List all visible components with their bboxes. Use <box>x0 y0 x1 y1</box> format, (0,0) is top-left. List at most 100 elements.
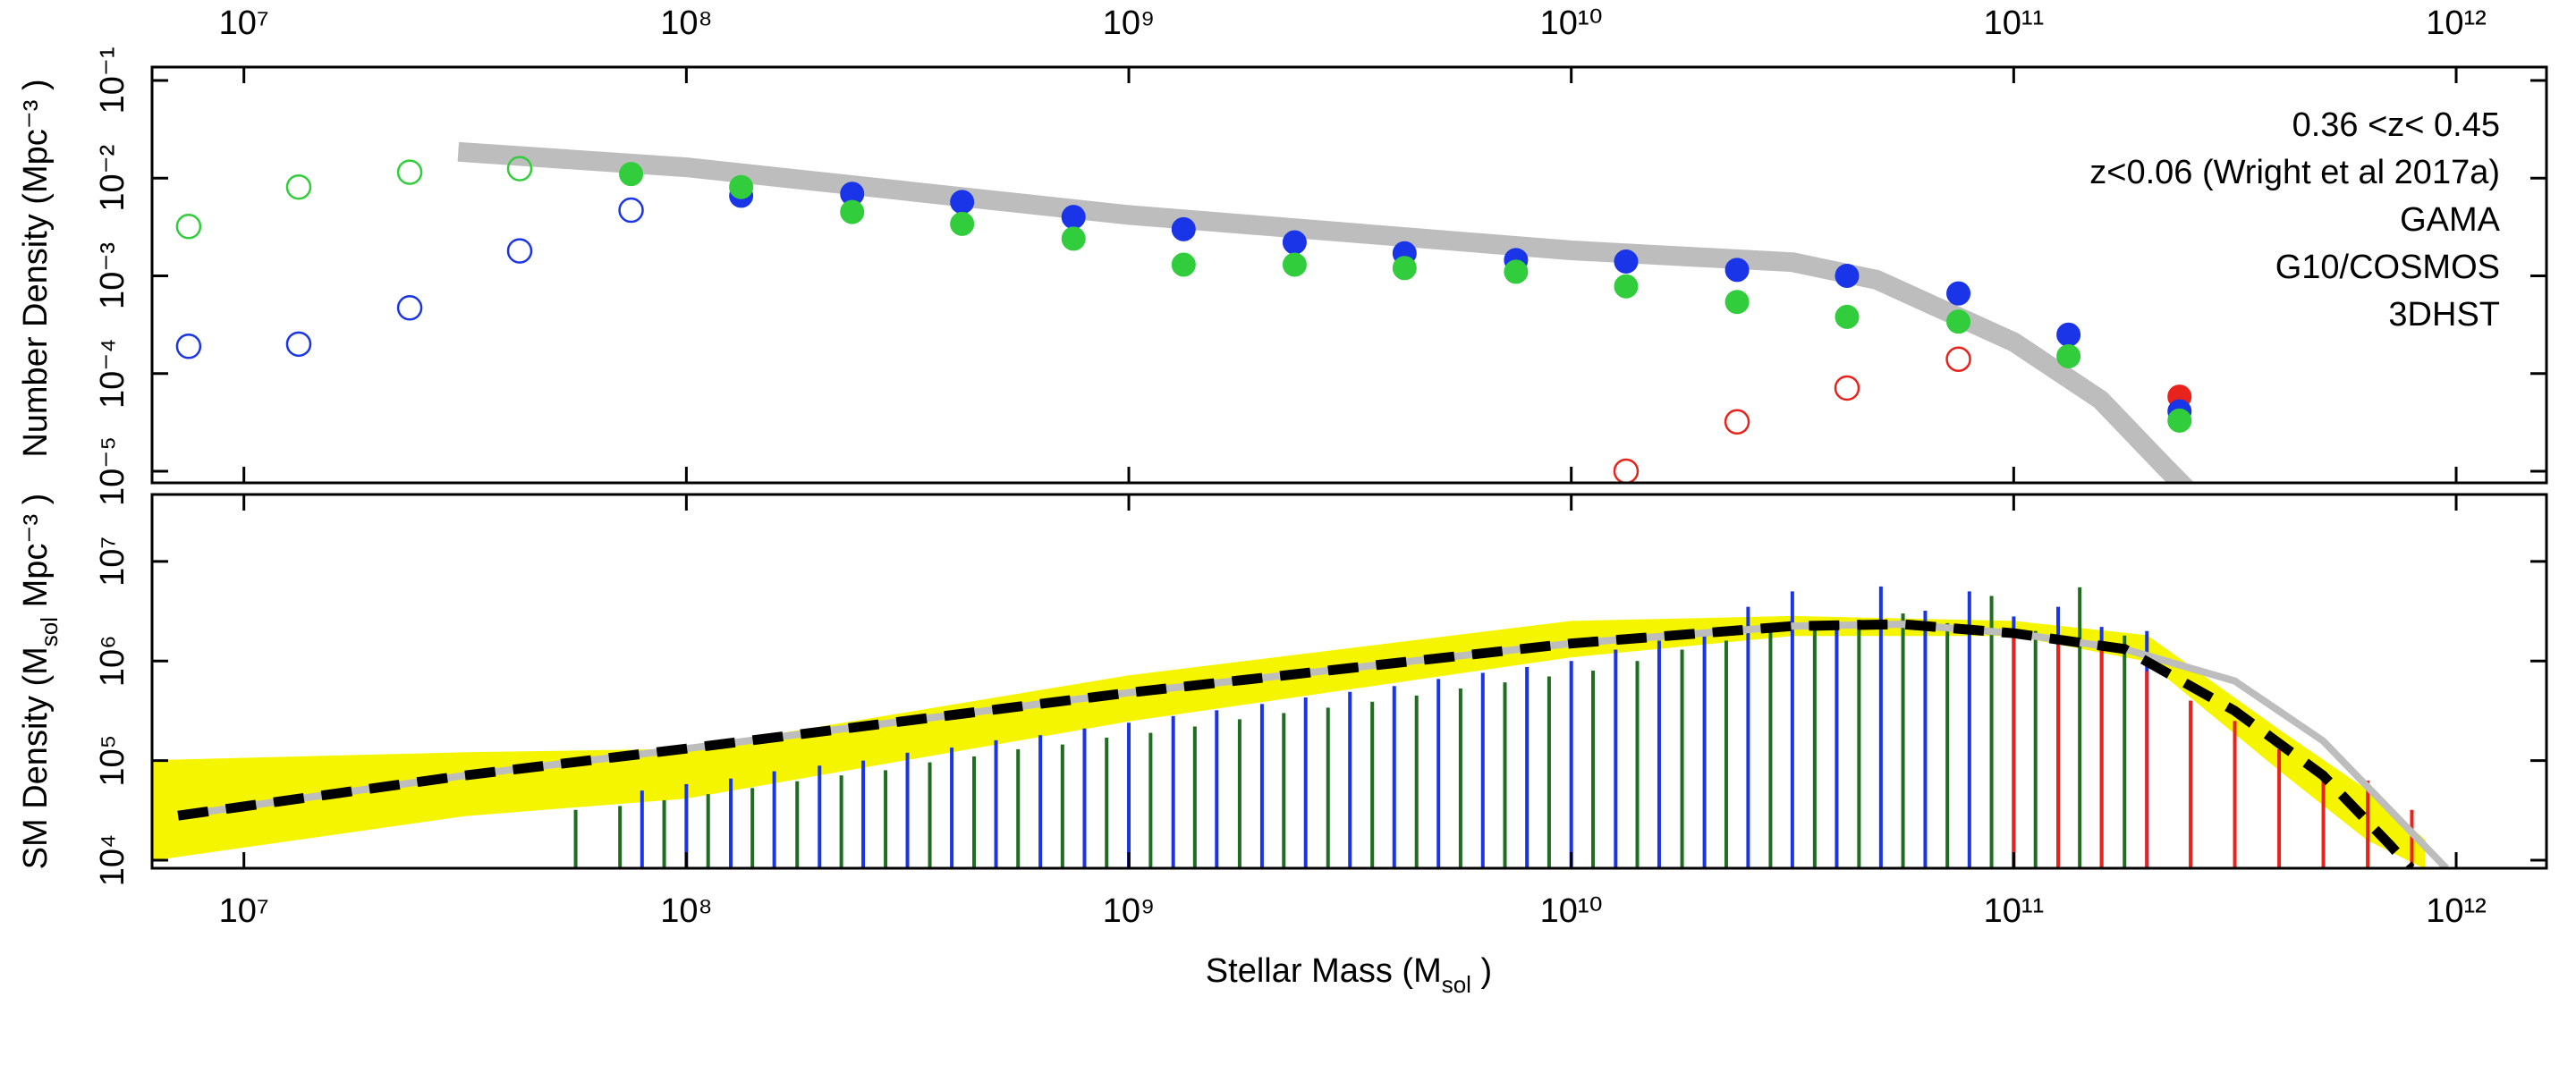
frame <box>150 493 2548 870</box>
bar <box>1746 606 1750 868</box>
bar <box>1237 719 1241 868</box>
data-point <box>1282 252 1307 277</box>
legend-entry: G10/COSMOS <box>2275 249 2500 286</box>
bar <box>1503 682 1507 868</box>
bar <box>1702 630 1707 868</box>
data-point <box>1061 226 1086 251</box>
y-tick-label: 10⁻¹ <box>94 46 131 114</box>
data-point <box>1946 281 1971 306</box>
bar <box>1105 737 1109 868</box>
data-point <box>1171 216 1196 241</box>
data-point <box>950 190 975 215</box>
bar <box>861 760 866 868</box>
x-tick-label: 10¹⁰ <box>1540 4 1603 42</box>
bar <box>1835 621 1839 868</box>
bar <box>2233 721 2237 868</box>
bar <box>1148 732 1153 868</box>
bar <box>1657 640 1661 868</box>
x-tick-label: 10¹¹ <box>1984 4 2045 42</box>
bar <box>972 756 977 868</box>
bar <box>1923 610 1928 868</box>
data-point <box>506 156 533 182</box>
x-tick-label: 10¹⁰ <box>1540 892 1603 930</box>
data-point <box>1392 256 1417 281</box>
data-point <box>1282 230 1307 255</box>
data-point <box>618 197 644 224</box>
x-tick-label: 10¹² <box>2426 892 2487 930</box>
bar <box>1215 710 1219 868</box>
label-part: sol <box>36 617 63 646</box>
bar <box>1458 688 1462 868</box>
y-axis-label: SM Density (Msol Mpc⁻³ ) <box>17 494 63 870</box>
bar <box>2012 630 2016 868</box>
y-tick-label: 10⁶ <box>94 635 131 687</box>
legend-entry: z<0.06 (Wright et al 2017a) <box>2089 154 2500 191</box>
data-point <box>1724 290 1750 315</box>
bar <box>618 806 623 868</box>
bar <box>1060 744 1064 868</box>
bottom-plot-area <box>152 586 2449 868</box>
bar <box>2321 771 2326 868</box>
data-point <box>285 331 312 358</box>
bar <box>1680 649 1684 868</box>
bar <box>1436 679 1441 868</box>
bar <box>1614 649 1618 868</box>
bar <box>1370 701 1375 868</box>
x-axis-label: Stellar Mass (Msol ) <box>1206 952 1492 998</box>
bar <box>706 794 710 868</box>
bar <box>1171 715 1175 868</box>
bar <box>994 739 998 868</box>
data-point <box>1061 205 1086 230</box>
bar <box>1569 661 1573 868</box>
label-part: ) <box>1471 952 1492 990</box>
bar <box>1082 728 1087 868</box>
annotation: 0.36 <z< 0.45 <box>2292 106 2500 144</box>
bar <box>2145 671 2149 868</box>
bar <box>684 783 689 868</box>
bar <box>1546 676 1551 868</box>
bar <box>2410 809 2414 868</box>
y-tick-label: 10⁻² <box>94 145 131 212</box>
y-tick-label: 10⁵ <box>94 735 131 787</box>
bar <box>1016 748 1021 868</box>
legend-entry: 3DHST <box>2388 296 2500 334</box>
label-part: Mpc⁻³ ) <box>17 494 55 617</box>
bar <box>750 788 755 868</box>
bar <box>795 781 800 868</box>
axes: 10⁷ 10⁸ 10⁹ 10¹⁰ 10¹¹ 10¹² 10⁻⁵ 10⁻⁴ 10⁻³ 10⁻² 10⁻… <box>94 4 2548 930</box>
bar <box>1303 697 1308 868</box>
bar <box>1525 666 1530 868</box>
data-point <box>1946 309 1971 334</box>
data-point <box>1834 375 1860 401</box>
data-point <box>2056 343 2081 368</box>
bar <box>1392 686 1396 868</box>
data-point <box>619 162 644 187</box>
legend-entry: GAMA <box>2400 201 2501 239</box>
bar <box>1989 596 1994 868</box>
data-point <box>1835 263 1860 288</box>
bar <box>1857 620 1861 868</box>
x-tick-label: 10⁹ <box>1103 892 1156 930</box>
data-point <box>2056 322 2081 347</box>
y-tick-label: 10⁴ <box>94 834 131 887</box>
bar <box>1878 586 1883 868</box>
bar <box>1192 726 1197 868</box>
bar <box>1038 735 1043 868</box>
data-point <box>175 214 202 240</box>
data-point <box>506 238 533 264</box>
bar <box>884 770 888 868</box>
y-tick-label: 10⁻⁵ <box>94 436 131 506</box>
bar <box>2078 587 2082 868</box>
data-point <box>1171 252 1196 277</box>
fit-line <box>457 141 2195 483</box>
bar <box>1790 591 1794 868</box>
label-part: sol <box>1442 971 1471 998</box>
bar <box>1724 640 1728 868</box>
data-point <box>2167 408 2192 433</box>
x-tick-label: 10⁸ <box>660 892 712 930</box>
bar <box>839 775 843 868</box>
bar <box>1414 695 1419 868</box>
bar <box>1259 704 1264 868</box>
bar <box>1348 691 1352 868</box>
fit-line <box>177 619 2415 868</box>
